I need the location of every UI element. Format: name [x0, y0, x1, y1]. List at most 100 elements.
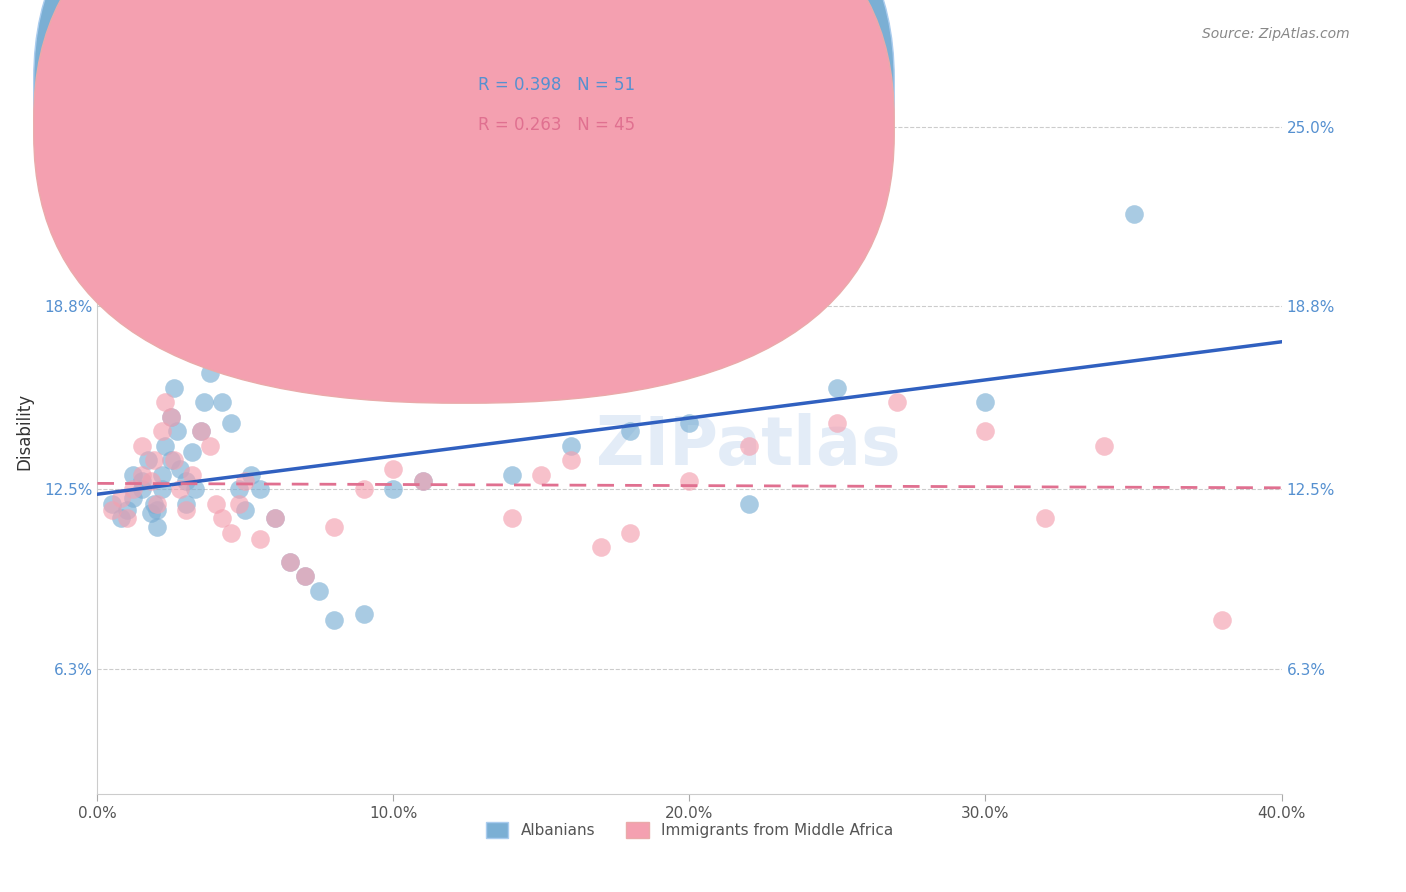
Point [110, 491, 132, 505]
Point [190, 424, 212, 438]
Point [142, 497, 165, 511]
Point [169, 483, 191, 497]
Point [136, 453, 159, 467]
Point [1092, 439, 1115, 453]
Point [152, 424, 174, 438]
Point [974, 395, 997, 409]
Point [560, 453, 582, 467]
Point [184, 483, 207, 497]
Point [249, 532, 271, 546]
Point [160, 409, 183, 424]
Point [115, 502, 138, 516]
Legend: Albanians, Immigrants from Middle Africa: Albanians, Immigrants from Middle Africa [479, 816, 900, 845]
Y-axis label: Disability: Disability [15, 392, 32, 470]
Point [145, 497, 167, 511]
Point [589, 541, 612, 555]
Point [249, 483, 271, 497]
Point [142, 453, 165, 467]
Point [264, 511, 287, 525]
Point [169, 462, 191, 476]
Point [211, 511, 233, 525]
Point [219, 525, 242, 540]
Point [678, 474, 700, 488]
Point [382, 462, 405, 476]
Point [619, 424, 641, 438]
Point [737, 497, 759, 511]
Point [204, 497, 226, 511]
Point [353, 607, 375, 621]
Point [163, 453, 186, 467]
Point [152, 483, 174, 497]
Point [181, 467, 204, 482]
Point [353, 483, 375, 497]
Point [190, 424, 212, 438]
Point [278, 555, 301, 569]
Point [1122, 206, 1144, 220]
Point [560, 439, 582, 453]
Point [174, 474, 197, 488]
Point [110, 511, 132, 525]
Point [193, 395, 215, 409]
Point [827, 381, 849, 395]
Point [204, 351, 226, 366]
Point [240, 467, 263, 482]
Point [1033, 511, 1056, 525]
Point [152, 467, 174, 482]
Text: R = 0.263   N = 45: R = 0.263 N = 45 [478, 116, 636, 134]
Point [501, 467, 523, 482]
Point [155, 439, 177, 453]
Point [827, 416, 849, 430]
Point [145, 502, 167, 516]
Point [163, 381, 186, 395]
Point [235, 502, 257, 516]
Point [886, 395, 908, 409]
Point [530, 467, 553, 482]
Point [101, 502, 124, 516]
Point [181, 444, 204, 458]
Point [382, 483, 405, 497]
Point [160, 409, 183, 424]
Point [278, 555, 301, 569]
Point [160, 453, 183, 467]
Point [619, 525, 641, 540]
Point [323, 613, 346, 627]
Point [139, 474, 162, 488]
Point [1211, 613, 1233, 627]
Point [974, 424, 997, 438]
Point [115, 511, 138, 525]
Point [501, 511, 523, 525]
Point [294, 569, 316, 583]
Point [131, 467, 153, 482]
Text: ALBANIAN VS IMMIGRANTS FROM MIDDLE AFRICA DISABILITY CORRELATION CHART: ALBANIAN VS IMMIGRANTS FROM MIDDLE AFRIC… [56, 27, 751, 45]
Point [211, 395, 233, 409]
Point [441, 351, 464, 366]
Point [122, 483, 145, 497]
Point [131, 483, 153, 497]
Text: Source: ZipAtlas.com: Source: ZipAtlas.com [1202, 27, 1350, 41]
Point [228, 497, 250, 511]
Point [308, 583, 330, 598]
Text: ZIPatlas: ZIPatlas [596, 413, 901, 479]
Point [678, 416, 700, 430]
Text: R = 0.398   N = 51: R = 0.398 N = 51 [478, 76, 636, 94]
Point [131, 474, 153, 488]
Point [155, 395, 177, 409]
Point [228, 483, 250, 497]
Point [198, 366, 221, 380]
Point [174, 502, 197, 516]
Point [198, 439, 221, 453]
Point [323, 520, 346, 534]
Point [294, 569, 316, 583]
Point [101, 497, 124, 511]
Point [441, 288, 464, 302]
Point [219, 416, 242, 430]
Point [737, 439, 759, 453]
Point [131, 439, 153, 453]
Point [122, 491, 145, 505]
Point [235, 474, 257, 488]
Point [166, 424, 188, 438]
Point [122, 467, 145, 482]
Point [145, 520, 167, 534]
Point [264, 511, 287, 525]
Point [412, 474, 434, 488]
